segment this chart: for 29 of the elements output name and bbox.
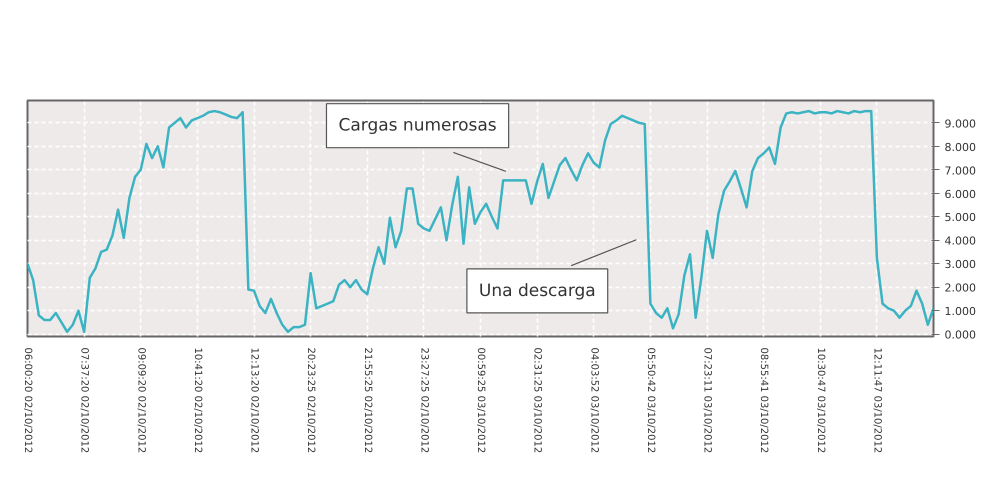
x-tick-label: 21:55:25 02/10/2012	[362, 348, 373, 454]
x-tick-label: 10:41:20 02/10/2012	[192, 348, 203, 454]
x-tick-label: 12:11:47 03/10/2012	[871, 348, 882, 454]
x-tick-label: 08:55:41 03/10/2012	[758, 348, 770, 454]
y-tick-label: 4.000	[944, 234, 976, 248]
y-tick-label: 7.000	[944, 164, 976, 178]
line-series	[28, 110, 934, 334]
y-tick-label: 8.000	[944, 140, 976, 154]
y-tick-label: 3.000	[944, 258, 976, 272]
x-tick-label: 02:31:25 03/10/2012	[532, 348, 543, 454]
x-tick-label: 23:27:25 02/10/2012	[418, 348, 430, 454]
x-tick-label: 04:03:52 03/10/2012	[588, 348, 600, 454]
x-tick-label: 20:23:25 02/10/2012	[305, 348, 316, 454]
y-tick-label: 0.000	[944, 328, 976, 342]
annotation: Cargas numerosas	[338, 116, 497, 136]
x-tick-label: 09:09:20 02/10/2012	[135, 348, 146, 454]
y-tick-label: 6.000	[944, 188, 976, 201]
x-tick-label: 00:59:25 03/10/2012	[475, 348, 486, 454]
y-tick-label: 9.000	[944, 117, 976, 130]
x-tick-label: 07:23:11 03/10/2012	[702, 348, 712, 454]
x-tick-label: 07:37:20 02/10/2012	[78, 348, 90, 454]
y-tick-label: 1.000	[944, 305, 976, 318]
annotation: Una descarga	[478, 280, 596, 301]
y-tick-label: 2.000	[944, 282, 976, 295]
x-tick-label: 12:13:20 02/10/2012	[248, 348, 260, 454]
x-tick-label: 10:30:47 03/10/2012	[814, 348, 826, 454]
y-tick-label: 5.000	[944, 211, 976, 224]
x-tick-label: 05:50:42 03/10/2012	[644, 348, 656, 454]
x-tick-label: 06:00:20 02/10/2012	[22, 348, 33, 454]
